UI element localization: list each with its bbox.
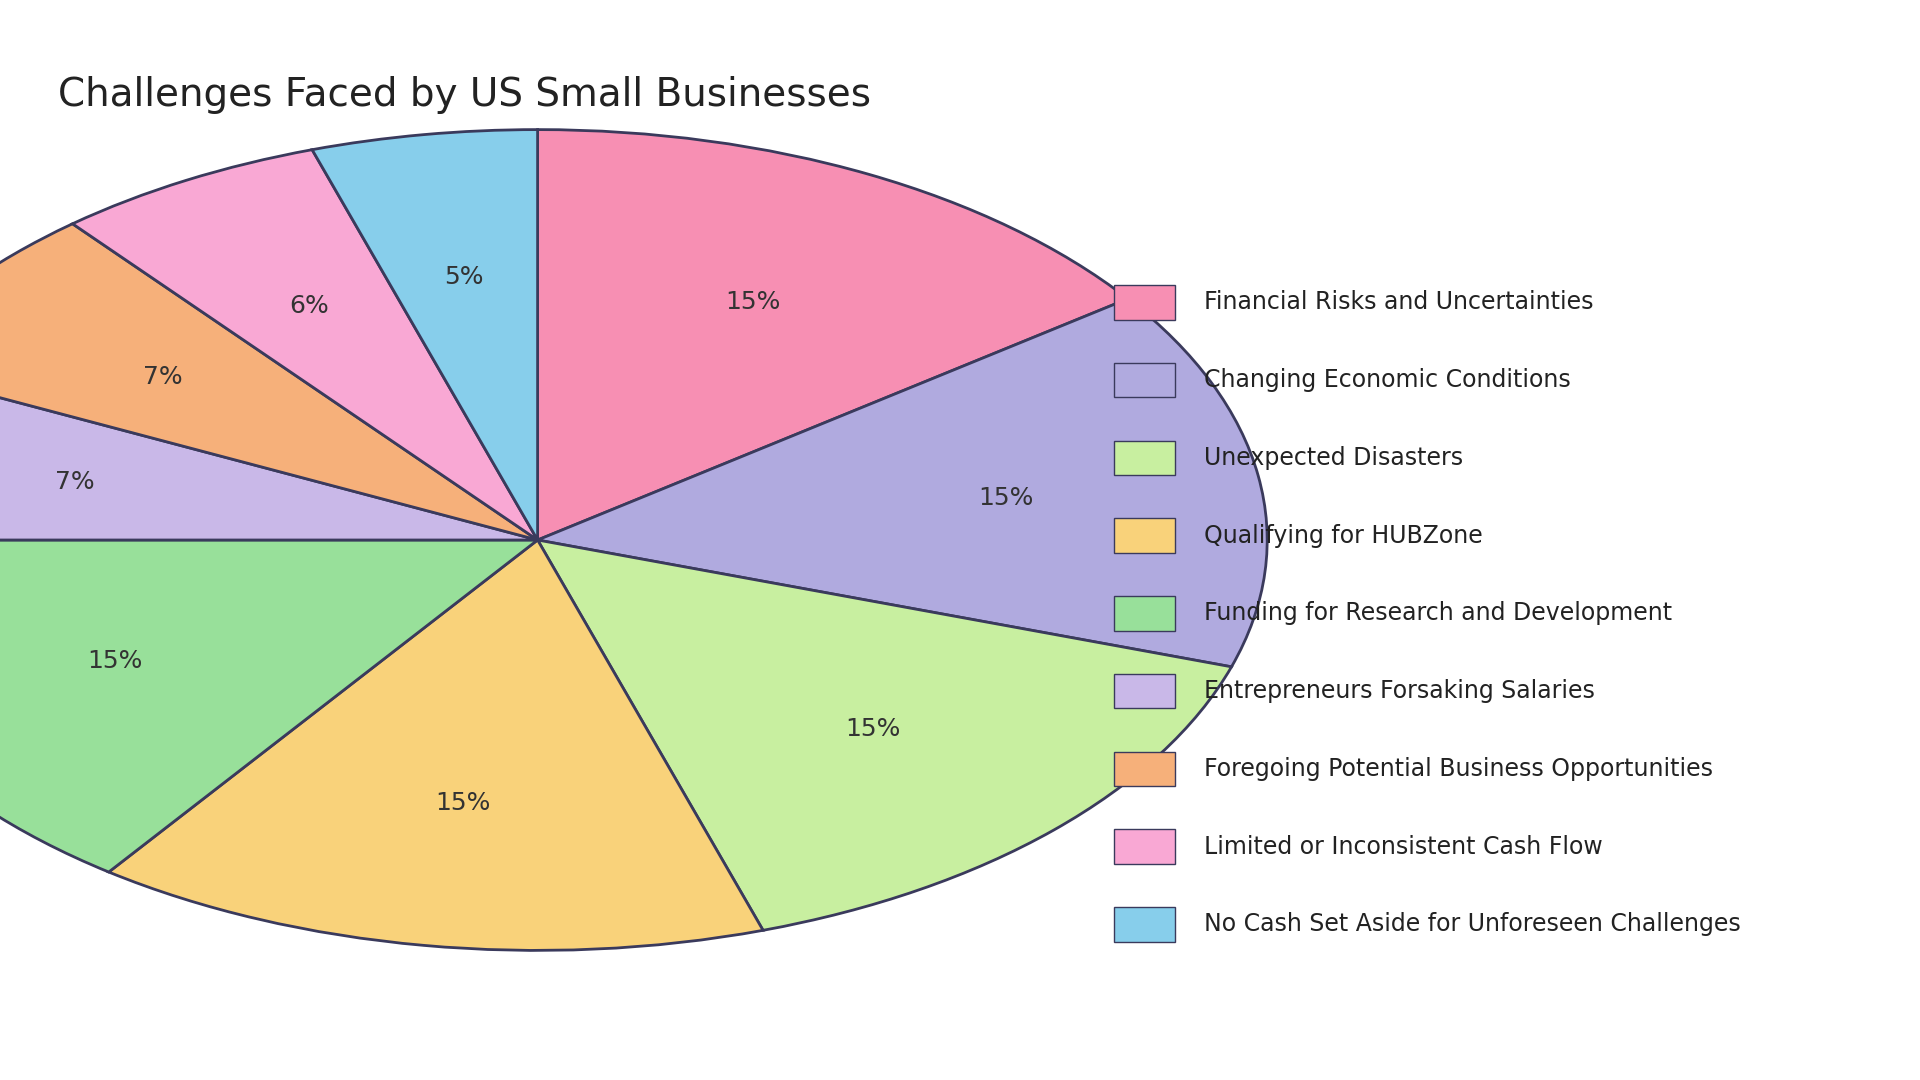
Text: 15%: 15% bbox=[88, 649, 142, 673]
Bar bbox=[1114, 674, 1175, 708]
Text: Qualifying for HUBZone: Qualifying for HUBZone bbox=[1204, 524, 1482, 548]
Text: Challenges Faced by US Small Businesses: Challenges Faced by US Small Businesses bbox=[58, 76, 870, 113]
Wedge shape bbox=[538, 130, 1127, 540]
Text: Changing Economic Conditions: Changing Economic Conditions bbox=[1204, 368, 1571, 392]
Bar bbox=[1114, 596, 1175, 631]
Text: Limited or Inconsistent Cash Flow: Limited or Inconsistent Cash Flow bbox=[1204, 835, 1603, 859]
Wedge shape bbox=[0, 540, 538, 872]
Bar bbox=[1114, 518, 1175, 553]
Text: Financial Risks and Uncertainties: Financial Risks and Uncertainties bbox=[1204, 291, 1594, 314]
Wedge shape bbox=[538, 540, 1231, 930]
Text: Unexpected Disasters: Unexpected Disasters bbox=[1204, 446, 1463, 470]
Bar bbox=[1114, 829, 1175, 864]
Bar bbox=[1114, 363, 1175, 397]
Bar bbox=[1114, 441, 1175, 475]
Wedge shape bbox=[0, 224, 538, 540]
Text: Entrepreneurs Forsaking Salaries: Entrepreneurs Forsaking Salaries bbox=[1204, 679, 1596, 703]
Text: 5%: 5% bbox=[444, 265, 484, 288]
Text: 7%: 7% bbox=[56, 470, 94, 494]
Text: 15%: 15% bbox=[845, 717, 900, 741]
Text: 6%: 6% bbox=[290, 294, 328, 319]
Text: Foregoing Potential Business Opportunities: Foregoing Potential Business Opportuniti… bbox=[1204, 757, 1713, 781]
Wedge shape bbox=[109, 540, 762, 950]
Text: 15%: 15% bbox=[726, 291, 781, 314]
Wedge shape bbox=[313, 130, 538, 540]
Wedge shape bbox=[73, 150, 538, 540]
Text: No Cash Set Aside for Unforeseen Challenges: No Cash Set Aside for Unforeseen Challen… bbox=[1204, 913, 1741, 936]
Bar bbox=[1114, 285, 1175, 320]
Text: 15%: 15% bbox=[979, 486, 1033, 510]
Bar bbox=[1114, 907, 1175, 942]
Text: 15%: 15% bbox=[436, 792, 492, 815]
Wedge shape bbox=[0, 365, 538, 540]
Text: Funding for Research and Development: Funding for Research and Development bbox=[1204, 602, 1672, 625]
Bar bbox=[1114, 752, 1175, 786]
Wedge shape bbox=[538, 299, 1267, 666]
Text: 7%: 7% bbox=[144, 365, 182, 389]
